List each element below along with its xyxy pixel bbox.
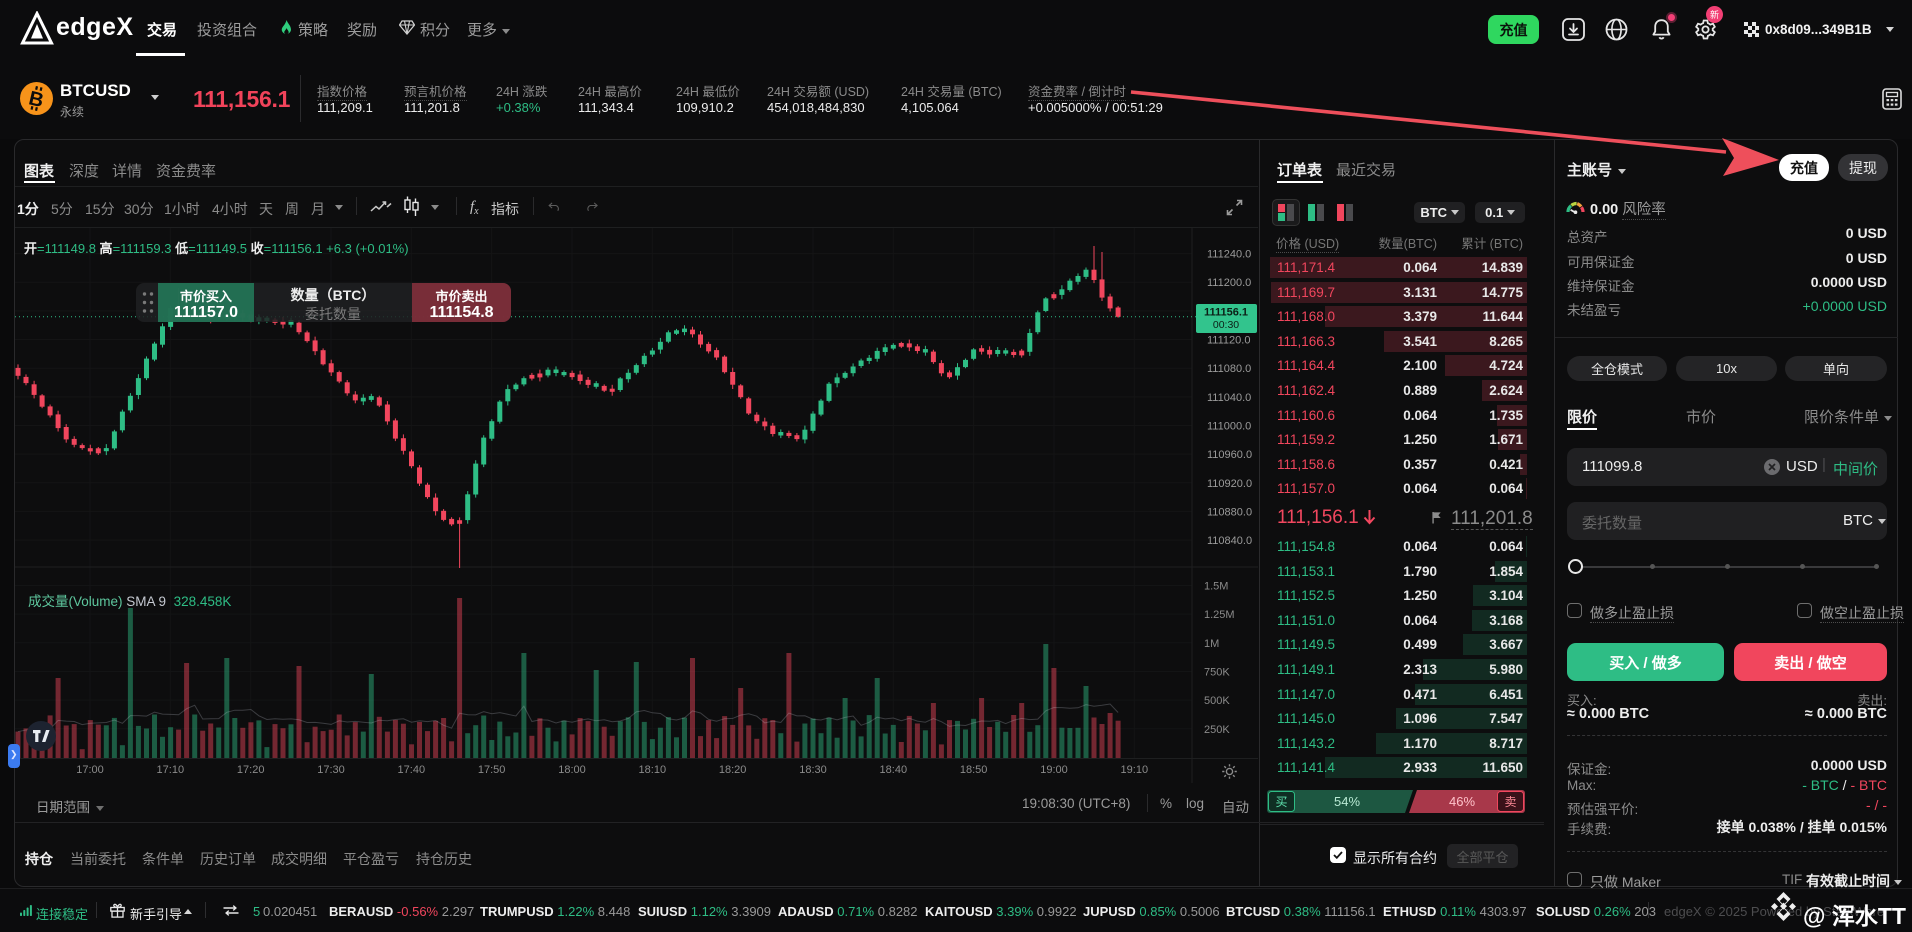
svg-text:18:10: 18:10	[639, 764, 667, 776]
svg-text:54%: 54%	[1334, 794, 1360, 809]
svg-text:B: B	[27, 87, 46, 112]
svg-text:500K: 500K	[1204, 695, 1230, 707]
svg-text:17:40: 17:40	[398, 764, 426, 776]
svg-text:111000.0: 111000.0	[1207, 421, 1251, 433]
svg-text:111156.1: 111156.1	[1204, 307, 1248, 319]
svg-text:18:50: 18:50	[960, 764, 988, 776]
svg-text:1.25M: 1.25M	[1204, 609, 1235, 621]
svg-text:18:20: 18:20	[719, 764, 747, 776]
svg-text:19:00: 19:00	[1040, 764, 1068, 776]
svg-text:18:30: 18:30	[799, 764, 827, 776]
svg-text:111040.0: 111040.0	[1207, 392, 1251, 404]
svg-text:19:10: 19:10	[1121, 764, 1149, 776]
svg-text:17:30: 17:30	[317, 764, 345, 776]
svg-text:111080.0: 111080.0	[1207, 363, 1251, 375]
svg-text:110880.0: 110880.0	[1207, 506, 1252, 518]
svg-text:18:40: 18:40	[880, 764, 908, 776]
svg-text:46%: 46%	[1449, 794, 1475, 809]
svg-text:买: 买	[1275, 795, 1287, 809]
svg-text:卖: 卖	[1504, 795, 1516, 809]
svg-text:18:00: 18:00	[558, 764, 586, 776]
svg-text:00:30: 00:30	[1213, 319, 1239, 331]
svg-text:750K: 750K	[1204, 667, 1230, 679]
svg-text:111200.0: 111200.0	[1207, 277, 1251, 289]
svg-text:17:00: 17:00	[76, 764, 104, 776]
svg-text:110920.0: 110920.0	[1207, 478, 1252, 490]
svg-text:110840.0: 110840.0	[1207, 535, 1252, 547]
svg-text:17:50: 17:50	[478, 764, 506, 776]
svg-text:111120.0: 111120.0	[1207, 335, 1250, 347]
svg-text:17:20: 17:20	[237, 764, 265, 776]
svg-text:110960.0: 110960.0	[1207, 449, 1252, 461]
svg-text:111240.0: 111240.0	[1207, 249, 1251, 261]
svg-text:1.5M: 1.5M	[1204, 581, 1228, 593]
svg-text:1M: 1M	[1204, 638, 1219, 650]
svg-text:17:10: 17:10	[157, 764, 185, 776]
svg-text:250K: 250K	[1204, 724, 1230, 736]
